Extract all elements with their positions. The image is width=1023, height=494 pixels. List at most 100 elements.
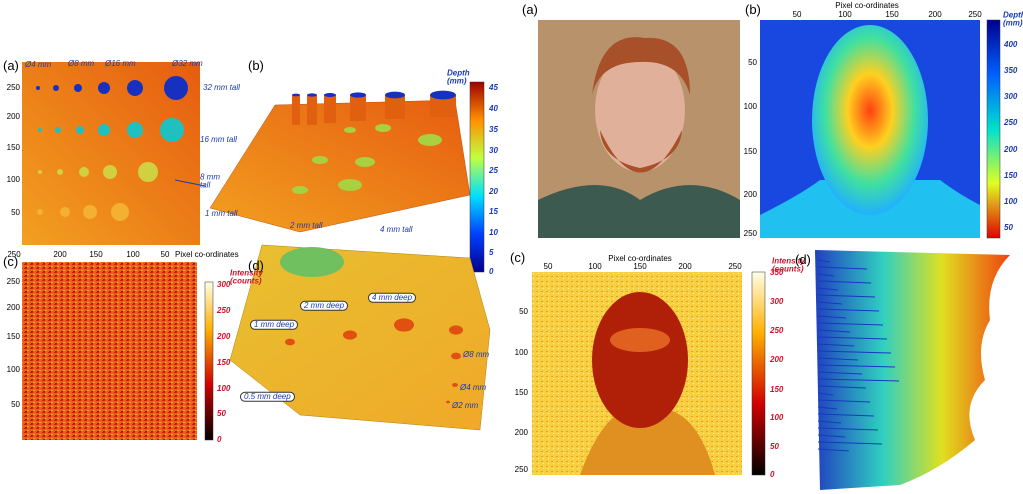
x-tick-label: 100	[588, 261, 602, 271]
hole	[285, 338, 295, 346]
scan-line	[817, 350, 892, 354]
annotation-arrow	[174, 179, 206, 187]
y-tick-label: 250	[743, 228, 757, 238]
scan-line	[817, 273, 835, 277]
scan-line	[817, 322, 884, 326]
scan-line	[817, 399, 871, 403]
cylinder	[307, 95, 317, 125]
x-tick-label: 250	[968, 9, 982, 19]
dot	[37, 209, 43, 215]
colorbar-tick-label: 200	[770, 354, 784, 364]
disc	[312, 156, 328, 164]
dot	[160, 118, 184, 142]
scan-line	[817, 392, 834, 396]
disc	[355, 157, 375, 167]
dot	[127, 80, 143, 96]
x-axis-label: Pixel co-ordinates	[835, 0, 899, 10]
annotation: 2 mm tall	[290, 220, 323, 230]
scan-line	[817, 343, 855, 347]
panel-label: (a)	[522, 2, 538, 18]
colorbar-tick-label: 350	[770, 267, 784, 277]
feature-dots	[36, 76, 188, 221]
scan-line	[817, 266, 868, 270]
panel-label: (b)	[248, 58, 264, 74]
dot	[79, 167, 89, 177]
intensity-image	[22, 262, 197, 440]
cylinder-top	[324, 93, 336, 97]
annotation: Ø16 mm	[105, 58, 136, 68]
dot	[83, 205, 97, 219]
dot	[38, 128, 42, 132]
y-tick-label: 150	[514, 387, 528, 397]
scan-line	[817, 385, 867, 389]
colorbar-title: Depth (mm)	[1003, 10, 1023, 28]
colorbar-tick-label: 50	[1004, 222, 1013, 232]
x-tick-label: 200	[53, 249, 67, 259]
disc	[418, 134, 442, 146]
cylinder	[350, 95, 366, 121]
scan-line	[817, 420, 842, 424]
hole	[446, 400, 450, 404]
scan-line	[817, 315, 847, 319]
x-tick-label: 50	[160, 249, 170, 259]
scan-line	[817, 280, 872, 284]
disc	[344, 127, 356, 133]
hole	[343, 330, 357, 340]
y-tick-label: 250	[6, 82, 20, 92]
annotation: Ø4 mm	[25, 59, 52, 69]
y-tick-label: 50	[519, 306, 528, 316]
annotation: Ø8 mm	[68, 58, 95, 68]
intensity-eyes	[610, 328, 670, 352]
surface-3d	[229, 244, 491, 431]
scan-line	[817, 448, 850, 452]
scan-line	[817, 371, 863, 375]
x-tick-label: 200	[678, 261, 692, 271]
cylinder-top	[307, 93, 317, 97]
intensity-shirt	[580, 410, 715, 475]
dot	[57, 169, 63, 175]
colorbar-tick-label: 35	[489, 124, 498, 134]
colorbar-tick-label: 200	[217, 331, 231, 341]
colorbar-tick-label: 300	[1004, 91, 1018, 101]
colorbar-tick-label: 50	[217, 408, 226, 418]
scan-line	[817, 364, 896, 368]
x-tick-label: 200	[928, 9, 942, 19]
x-tick-label: 50	[543, 261, 553, 271]
colorbar-tick-label: 45	[489, 82, 498, 92]
x-tick-label: 150	[633, 261, 647, 271]
colorbar	[469, 81, 485, 273]
colorbar-tick-label: 250	[770, 325, 784, 335]
hole	[451, 352, 461, 360]
dot	[138, 162, 158, 182]
dot	[74, 84, 82, 92]
colorbar-tick-label: 40	[489, 103, 498, 113]
scan-line	[817, 357, 859, 361]
scan-line	[817, 413, 875, 417]
scan-line	[817, 287, 839, 291]
y-tick-label: 50	[11, 207, 20, 217]
colorbar-tick-label: 15	[489, 206, 498, 216]
dot	[98, 82, 110, 94]
raised-disc	[280, 247, 344, 277]
photo-shirt	[538, 185, 740, 238]
scan-line	[817, 308, 880, 312]
cylinder-top	[385, 91, 405, 99]
colorbar-title: Depth (mm)	[447, 68, 470, 86]
cylinder-top	[430, 90, 456, 100]
scan-line	[817, 259, 831, 263]
panel-label: (c)	[510, 250, 526, 266]
x-tick-label: 150	[89, 249, 103, 259]
x-tick-label: 150	[885, 9, 899, 19]
colorbar-tick-label: 150	[1004, 170, 1018, 180]
colorbar-title: Intensity (counts)	[230, 268, 263, 286]
holes	[285, 318, 463, 404]
colorbar-tick-label: 100	[770, 412, 784, 422]
y-tick-label: 100	[743, 101, 757, 111]
x-tick-label: 100	[126, 249, 140, 259]
x-axis-label: Pixel co-ordinates	[608, 253, 672, 263]
colorbar-tick-label: 100	[217, 383, 231, 393]
cylinder	[324, 95, 336, 123]
colorbar-tick-label: 250	[217, 305, 231, 315]
